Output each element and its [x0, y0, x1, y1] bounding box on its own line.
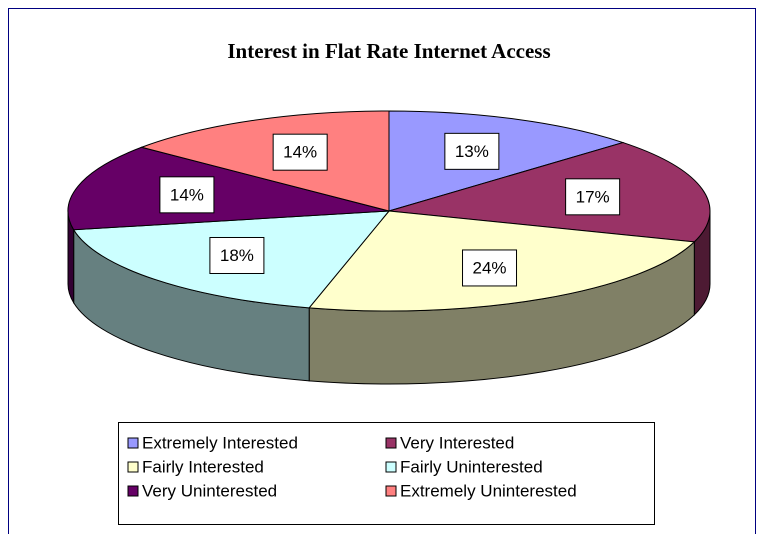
data-label-box [209, 236, 265, 274]
chart-frame [8, 8, 756, 534]
legend-swatch [127, 485, 139, 497]
slice [67, 146, 390, 231]
legend-label: Fairly Interested [142, 457, 264, 476]
data-label: 17% [576, 187, 610, 206]
legend-swatch [127, 437, 139, 449]
chart-title: Interest in Flat Rate Internet Access [227, 39, 550, 63]
data-label-box [272, 133, 328, 171]
legend-swatch [385, 437, 397, 449]
slice [388, 142, 711, 243]
data-label-box [565, 178, 621, 216]
data-label: 18% [220, 246, 254, 265]
data-label-box [159, 176, 215, 214]
data-label-box [444, 132, 500, 170]
data-label: 14% [170, 185, 204, 204]
legend-swatch [127, 461, 139, 473]
legend-swatch [385, 461, 397, 473]
data-label: 14% [283, 143, 317, 162]
legend-label: Extremely Uninterested [400, 481, 577, 500]
legend-label: Fairly Uninterested [400, 457, 543, 476]
data-label: 24% [473, 258, 507, 277]
legend-label: Very Uninterested [142, 481, 277, 500]
legend-label: Extremely Interested [142, 433, 298, 452]
legend-label: Very Interested [400, 433, 514, 452]
data-label-box [462, 249, 518, 287]
data-label: 13% [455, 142, 489, 161]
legend-swatch [385, 485, 397, 497]
